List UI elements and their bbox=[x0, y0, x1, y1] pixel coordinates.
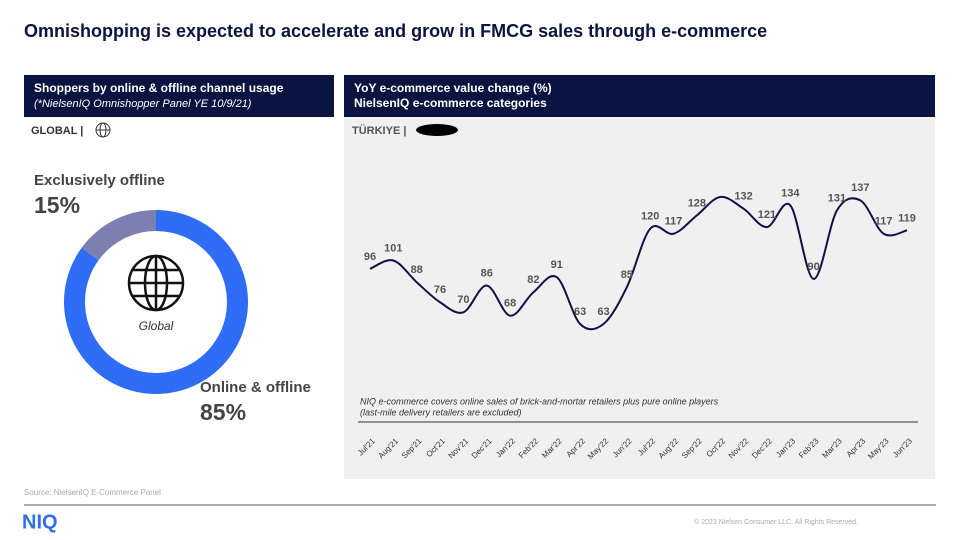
data-label: 82 bbox=[527, 274, 539, 286]
data-label: 85 bbox=[621, 269, 633, 281]
logo: NIQ bbox=[22, 511, 58, 533]
legend-label: Exclusively offline bbox=[34, 172, 165, 189]
data-label: 63 bbox=[597, 306, 609, 318]
right-subtitle: NielsenIQ e-commerce categories bbox=[354, 96, 547, 110]
data-label: 131 bbox=[828, 192, 846, 204]
globe-icon bbox=[127, 254, 185, 312]
slide-title: Omnishopping is expected to accelerate a… bbox=[24, 21, 767, 41]
note: (last-mile delivery retailers are exclud… bbox=[360, 407, 522, 417]
data-label: 96 bbox=[364, 251, 376, 263]
copyright: © 2023 Nielsen Consumer LLC. All Rights … bbox=[694, 518, 858, 526]
data-label: 70 bbox=[457, 294, 469, 306]
right-region: TÜRKIYE | bbox=[352, 124, 406, 137]
data-label: 68 bbox=[504, 298, 516, 310]
data-label: 88 bbox=[411, 264, 423, 276]
data-label: 137 bbox=[851, 182, 869, 194]
left-title: Shoppers by online & offline channel usa… bbox=[34, 81, 284, 95]
flag-redacted bbox=[416, 124, 458, 136]
data-label: 101 bbox=[384, 242, 402, 254]
right-title: YoY e-commerce value change (%) bbox=[354, 81, 552, 95]
right-panel bbox=[344, 117, 935, 479]
data-label: 117 bbox=[665, 216, 683, 228]
data-label: 121 bbox=[758, 209, 776, 221]
note: NIQ e-commerce covers online sales of br… bbox=[360, 396, 719, 406]
left-region: GLOBAL | bbox=[31, 125, 83, 137]
data-label: 86 bbox=[481, 267, 493, 279]
data-label: 117 bbox=[875, 216, 893, 228]
data-label: 132 bbox=[734, 191, 752, 203]
data-label: 76 bbox=[434, 284, 446, 296]
data-label: 134 bbox=[781, 187, 800, 199]
value-label: 15% bbox=[34, 192, 80, 218]
data-label: 90 bbox=[807, 261, 819, 273]
legend-label: Online & offline bbox=[200, 379, 311, 396]
globe-small bbox=[95, 122, 111, 138]
center-label: Global bbox=[139, 319, 174, 333]
left-subtitle: (*NielsenIQ Omnishopper Panel YE 10/9/21… bbox=[34, 98, 252, 110]
data-label: 119 bbox=[898, 212, 916, 224]
donut-segment bbox=[81, 210, 156, 261]
data-label: 128 bbox=[688, 197, 706, 209]
source: Source: NielsenIQ E-Commerce Panel bbox=[24, 488, 161, 497]
right-header bbox=[344, 75, 935, 117]
data-label: 91 bbox=[551, 259, 563, 271]
value-label: 85% bbox=[200, 399, 246, 425]
data-label: 63 bbox=[574, 306, 586, 318]
left-header bbox=[24, 75, 334, 117]
data-label: 120 bbox=[641, 211, 659, 223]
line bbox=[369, 195, 908, 331]
